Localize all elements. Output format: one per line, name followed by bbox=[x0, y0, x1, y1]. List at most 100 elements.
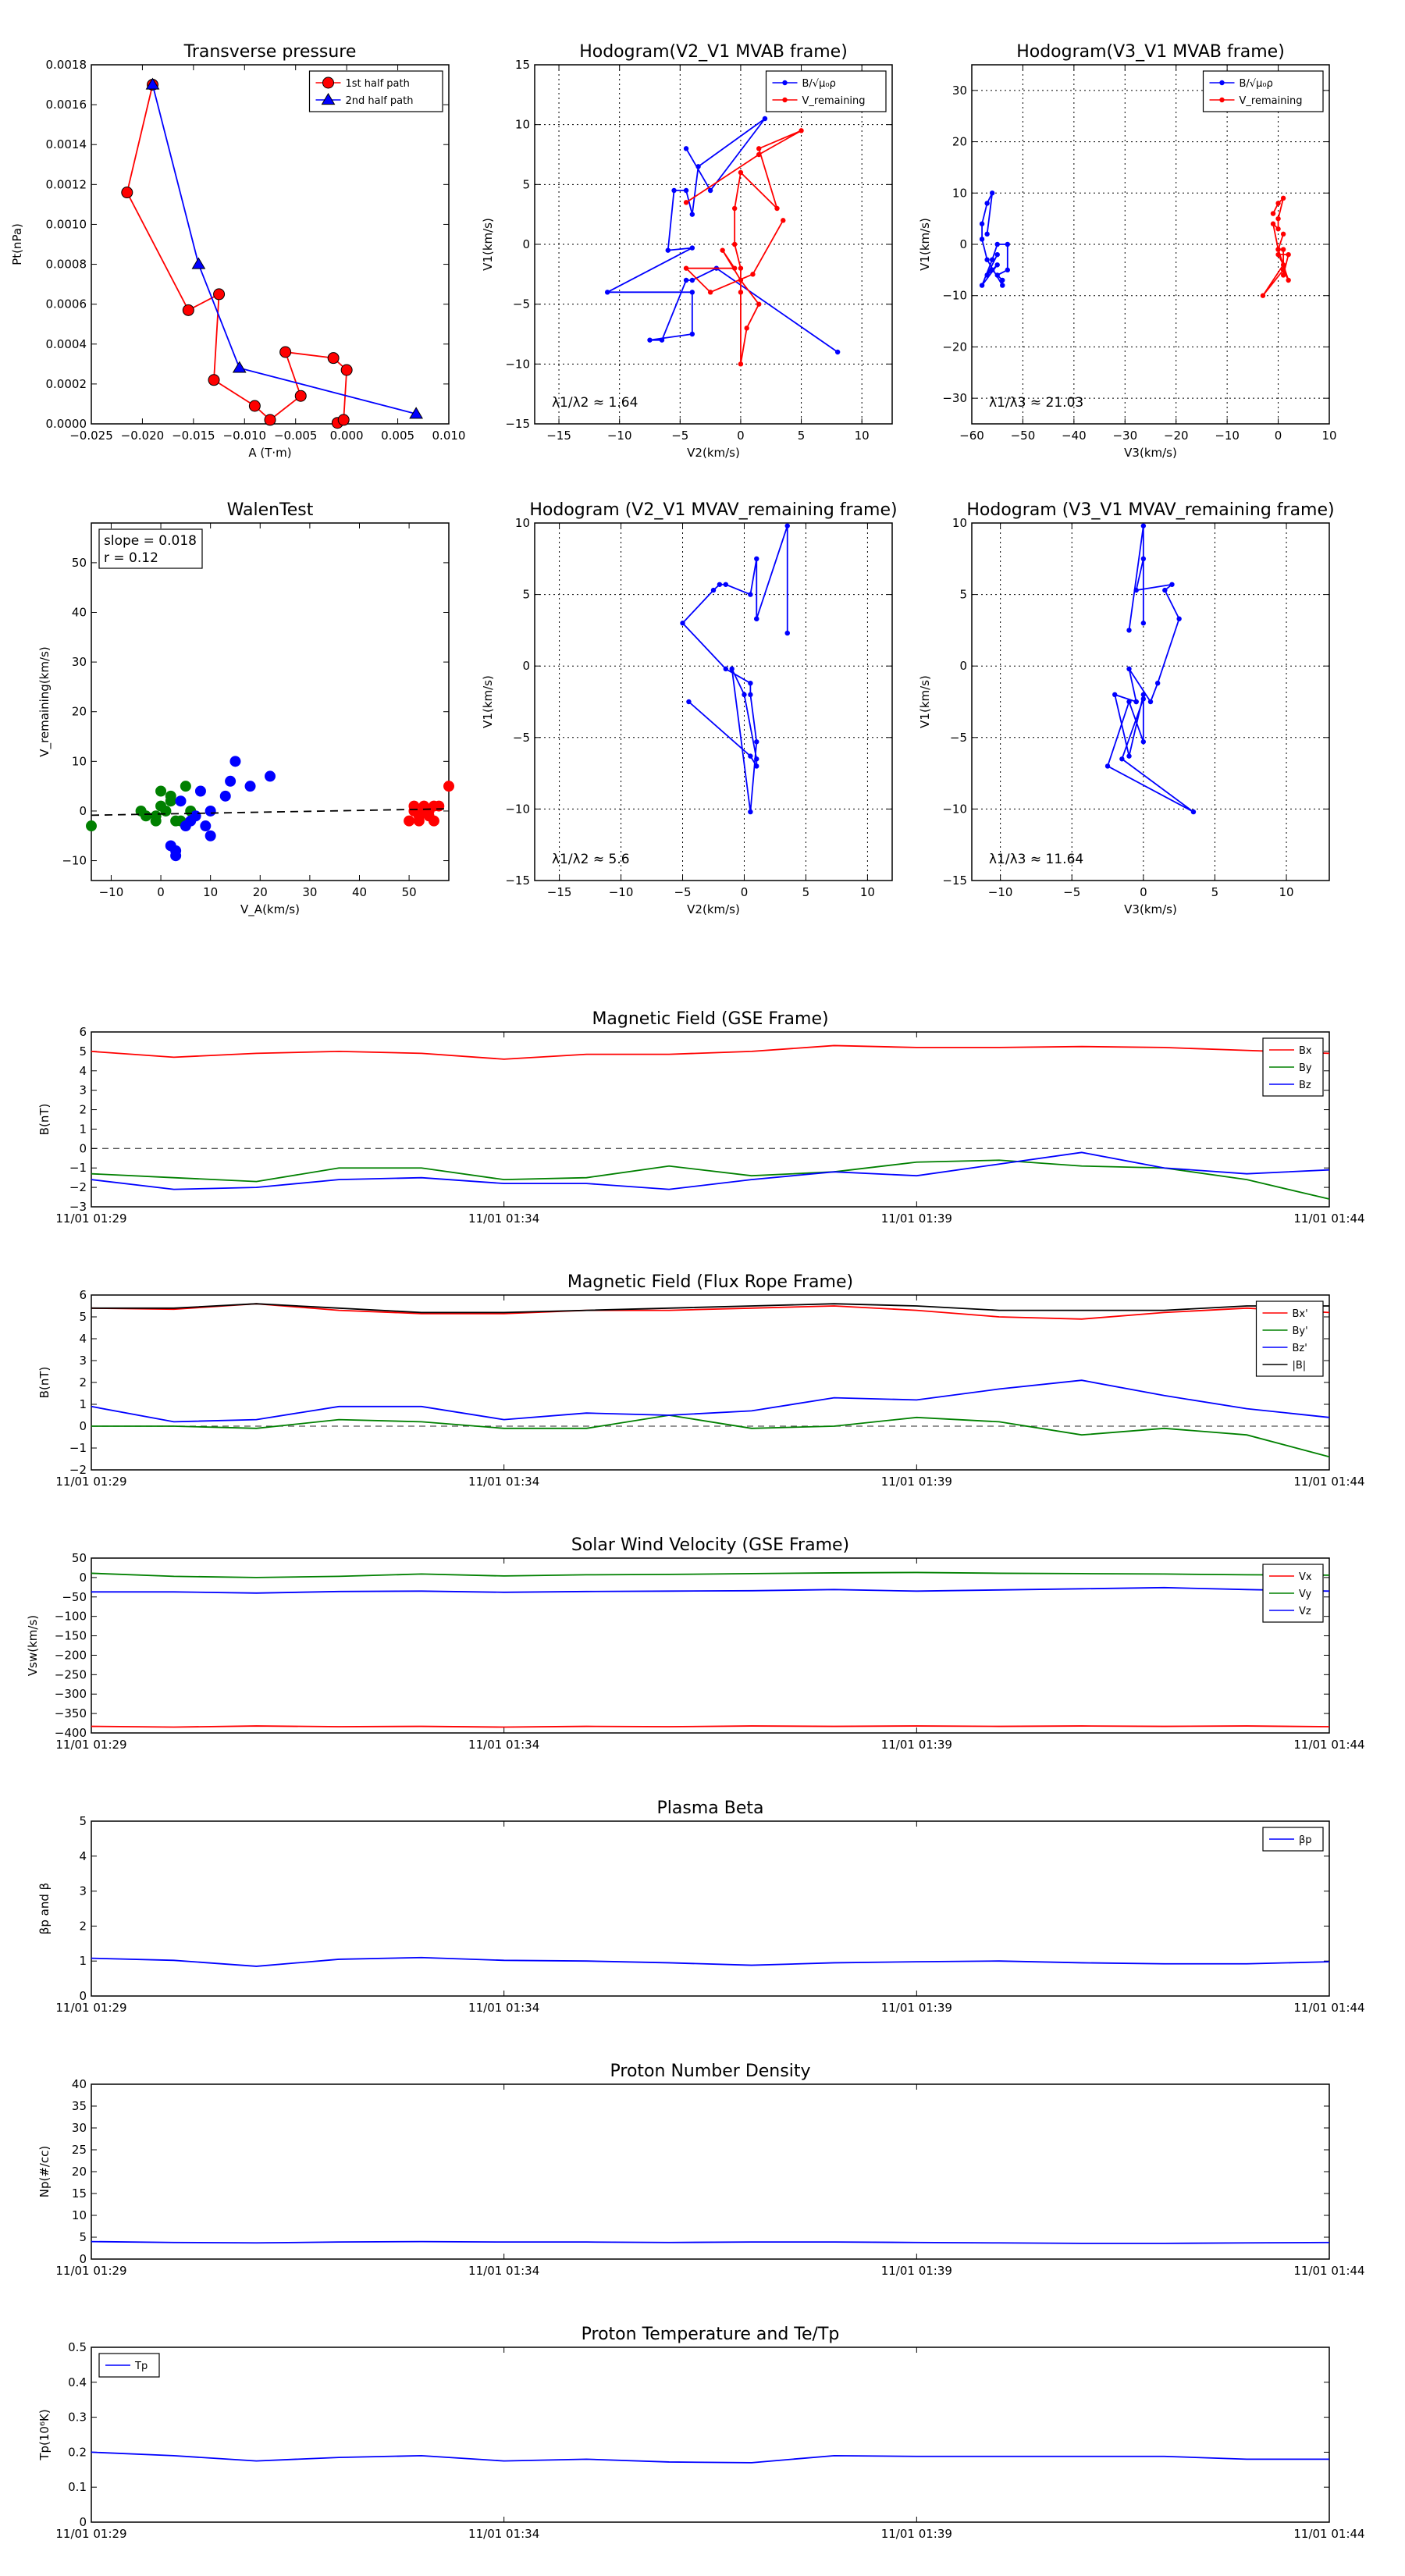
t5-xtick-label: 11/01 01:39 bbox=[881, 2264, 952, 2278]
p5-series-0-point bbox=[748, 592, 753, 597]
p5-ytick-label: −10 bbox=[505, 802, 530, 816]
p1-legend-box bbox=[308, 70, 443, 112]
t3-legend-label: Vy bbox=[1299, 1589, 1312, 1600]
p2-ytick-label: 0 bbox=[522, 237, 530, 251]
p4-chart: WalenTest −10 0 10 20 30 40 50 −10 0 10 20 30 40 50 V_A… bbox=[37, 500, 454, 917]
p6-xlabel: V3(km/s) bbox=[1124, 902, 1177, 916]
t1-legend-label: By bbox=[1299, 1062, 1312, 1074]
p2-xtick-label: −5 bbox=[671, 429, 688, 443]
p5-ytick-label: −15 bbox=[505, 873, 530, 888]
p1-ytick-label: 0.0004 bbox=[46, 337, 87, 351]
p4-ytick-label: 40 bbox=[72, 606, 87, 620]
t5-chart: Proton Number Density 11/01 01:29 11/01 01… bbox=[37, 2062, 1365, 2278]
t6-frame bbox=[91, 2347, 1330, 2523]
t6-ytick-label: 0.1 bbox=[68, 2480, 87, 2494]
t4-ytick-label: 1 bbox=[79, 1954, 87, 1968]
p4-ytick-label: 0 bbox=[79, 804, 87, 818]
t4-legend: βp bbox=[1262, 1827, 1324, 1852]
t3-ytick-label: −50 bbox=[62, 1590, 87, 1604]
p5-series-0-point bbox=[729, 666, 735, 672]
t6-series-0-line bbox=[91, 2451, 1329, 2464]
p3-series-1-point bbox=[1280, 231, 1286, 237]
p1-legend-marker bbox=[322, 76, 334, 89]
t1-xtick-label: 11/01 01:44 bbox=[1293, 1212, 1364, 1226]
p4-series-0-point bbox=[428, 815, 439, 827]
p2-series-1-point bbox=[683, 265, 689, 271]
p1-xtick-label: 0.010 bbox=[432, 429, 466, 443]
p2-series-1-point bbox=[756, 301, 762, 307]
t2-ytick-label: 2 bbox=[79, 1375, 87, 1389]
p3-series-1-point bbox=[1270, 221, 1276, 226]
p6-chart: Hodogram (V3_V1 MVAV_remaining frame) −10… bbox=[918, 500, 1335, 916]
p3-series-1-point bbox=[1260, 293, 1266, 298]
p3-ytick-label: 20 bbox=[952, 135, 967, 149]
p2-series-1-point bbox=[683, 200, 689, 205]
p4-series-2-point bbox=[229, 756, 241, 767]
p4-legend-label: r = 0.12 bbox=[104, 550, 158, 566]
p2-legend-marker bbox=[782, 97, 788, 103]
t5-ytick-label: 30 bbox=[72, 2121, 87, 2135]
p3-series-0-point bbox=[994, 241, 1000, 247]
p6-series-0-point bbox=[1176, 616, 1182, 621]
p6-annotation: λ1/λ3 ≈ 11.64 bbox=[989, 852, 1083, 867]
t4-ytick-label: 5 bbox=[79, 1814, 87, 1828]
p3-xtick-label: −20 bbox=[1164, 429, 1189, 443]
p3-series-1-point bbox=[1280, 195, 1286, 201]
p4-series-2-point bbox=[265, 770, 276, 782]
p2-series-0-point bbox=[659, 337, 665, 343]
p5-xlabel: V2(km/s) bbox=[687, 902, 740, 916]
p4-xtick-label: 30 bbox=[302, 885, 317, 899]
p2-ylabel: V1(km/s) bbox=[481, 218, 495, 271]
p4-fit-line bbox=[91, 808, 450, 817]
p3-legend-marker bbox=[1219, 97, 1225, 103]
p1-series-0-point bbox=[327, 352, 340, 365]
p5-series-0-point bbox=[748, 692, 753, 698]
p1-series-1-point bbox=[409, 407, 423, 419]
t3-xtick-label: 11/01 01:29 bbox=[55, 1738, 126, 1752]
p3-series-0-point bbox=[984, 201, 990, 206]
p6-series-0-point bbox=[1190, 809, 1197, 815]
p2-series-0-point bbox=[707, 187, 713, 194]
p1-xtick-label: −0.005 bbox=[274, 429, 318, 443]
p4-xtick-label: −10 bbox=[99, 885, 124, 899]
t5-ytick-label: 25 bbox=[72, 2143, 87, 2157]
p5-series-0-point bbox=[686, 699, 692, 705]
p3-series-1-point bbox=[1270, 211, 1276, 216]
t5-ytick-label: 15 bbox=[72, 2186, 87, 2201]
p2-series-1-point bbox=[707, 290, 713, 295]
p2-title: Hodogram(V2_V1 MVAB frame) bbox=[579, 42, 848, 62]
p3-xtick-label: −50 bbox=[1011, 429, 1036, 443]
p1-series-0-point bbox=[294, 390, 307, 402]
p1-series-0-point bbox=[337, 414, 350, 426]
p3-series-1-point bbox=[1275, 201, 1281, 206]
p2-ytick-label: −15 bbox=[505, 417, 530, 431]
t2-ytick-label: 0 bbox=[79, 1419, 87, 1433]
p3-series-1-point bbox=[1280, 267, 1286, 273]
p3-series-0-point bbox=[979, 237, 985, 242]
p5-ytick-label: −5 bbox=[513, 731, 530, 745]
p2-series-1-point bbox=[750, 272, 756, 277]
t6-xtick-label: 11/01 01:39 bbox=[881, 2527, 952, 2541]
t2-ytick-label: 3 bbox=[79, 1354, 87, 1368]
p5-series-0-point bbox=[748, 753, 753, 759]
p5-xtick-label: 0 bbox=[741, 885, 749, 899]
p1-ytick-label: 0.0010 bbox=[46, 217, 87, 231]
t2-xtick-label: 11/01 01:29 bbox=[55, 1475, 126, 1489]
p3-series-1-point bbox=[1275, 215, 1281, 222]
t1-ylabel: B(nT) bbox=[37, 1104, 52, 1136]
t1-series-1-line bbox=[91, 1159, 1330, 1200]
p5-series-0-point bbox=[723, 666, 728, 672]
p2-xtick-label: 5 bbox=[798, 429, 806, 443]
p3-series-1-point bbox=[1286, 251, 1291, 258]
p2-series-0-point bbox=[689, 212, 695, 217]
t2-series-1-line bbox=[91, 1414, 1330, 1458]
p4-xtick-label: 40 bbox=[352, 885, 367, 899]
p3-series-0-point bbox=[984, 231, 990, 237]
p4-frame bbox=[91, 522, 450, 881]
t1-xtick-label: 11/01 01:39 bbox=[881, 1212, 952, 1226]
p4-series-2-point bbox=[194, 785, 206, 797]
p1-series-0-point bbox=[213, 288, 226, 301]
t5-xtick-label: 11/01 01:29 bbox=[55, 2264, 126, 2278]
p2-series-0-point bbox=[689, 331, 695, 337]
